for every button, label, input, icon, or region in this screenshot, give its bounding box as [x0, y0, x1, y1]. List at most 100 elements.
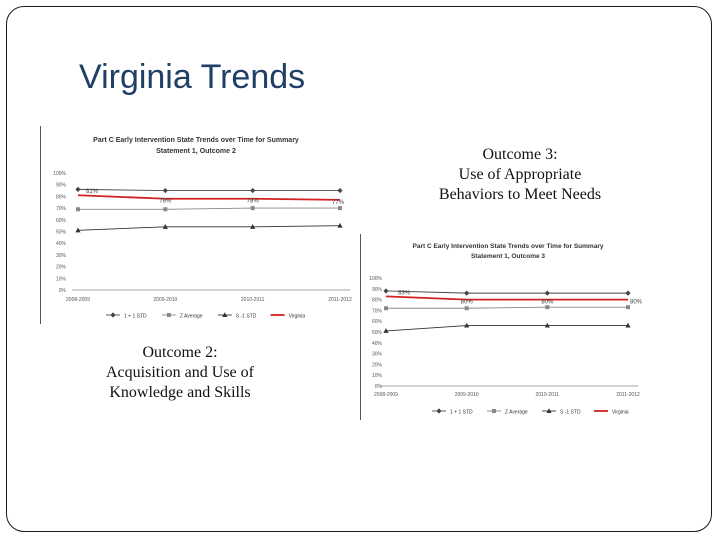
- data-label: 80%: [541, 300, 554, 306]
- data-point: [110, 312, 116, 318]
- slide-frame: [6, 6, 712, 532]
- y-tick-label: 30%: [56, 253, 67, 259]
- caption-outcome-2: Outcome 2: Acquisition and Use of Knowle…: [72, 343, 288, 403]
- data-point: [337, 222, 343, 228]
- legend-label: Z Average: [180, 314, 203, 320]
- line-chart: Part C Early Intervention State Trends o…: [360, 234, 650, 420]
- y-tick-label: 60%: [56, 218, 67, 224]
- data-point: [166, 313, 171, 317]
- data-point: [337, 187, 343, 194]
- y-tick-label: 80%: [372, 298, 383, 304]
- series-line: [78, 207, 340, 210]
- data-label: 78%: [247, 199, 260, 205]
- data-point: [546, 408, 552, 413]
- x-tick-label: 2011-2012: [328, 297, 352, 303]
- series-line: [385, 295, 628, 301]
- legend-label: S -1 STD: [236, 314, 257, 320]
- data-point: [626, 305, 630, 310]
- data-point: [544, 290, 550, 296]
- data-point: [464, 306, 469, 311]
- y-tick-label: 0%: [375, 384, 383, 390]
- y-tick-label: 20%: [372, 362, 383, 368]
- y-tick-label: 60%: [372, 319, 383, 325]
- x-tick-label: 2011-2012: [616, 392, 640, 398]
- legend-label: Virginia: [289, 314, 306, 320]
- x-tick-label: 2009-2010: [153, 297, 177, 303]
- chart-title: Statement 1, Outcome 2: [156, 148, 236, 155]
- data-point: [76, 207, 80, 212]
- data-point: [250, 206, 255, 211]
- x-tick-label: 2008-2009: [374, 392, 398, 398]
- data-point: [544, 322, 550, 328]
- data-label: 78%: [159, 199, 172, 205]
- line-chart: Part C Early Intervention State Trends o…: [40, 126, 352, 324]
- data-point: [250, 224, 256, 229]
- data-label: 81%: [86, 189, 99, 195]
- x-tick-label: 2009-2010: [455, 392, 479, 398]
- y-tick-label: 100%: [53, 171, 66, 177]
- x-tick-label: 2010-2011: [241, 297, 265, 303]
- data-label: 77%: [332, 200, 345, 206]
- data-point: [625, 322, 631, 328]
- caption-line: Outcome 2:: [142, 344, 218, 361]
- series-line: [385, 290, 628, 294]
- chart-outcome-3: Part C Early Intervention State Trends o…: [360, 234, 650, 420]
- x-tick-label: 2010-2011: [536, 392, 560, 398]
- y-tick-label: 20%: [56, 265, 67, 271]
- series-line: [386, 306, 628, 309]
- chart-background: [40, 126, 352, 324]
- data-point: [436, 408, 442, 414]
- data-point: [222, 312, 228, 317]
- legend-label: 1 + 1 STD: [450, 410, 473, 416]
- data-point: [625, 290, 631, 296]
- chart-title: Part C Early Intervention State Trends o…: [413, 243, 604, 250]
- data-label: 80%: [630, 300, 643, 306]
- data-point: [383, 288, 389, 294]
- series-line: [77, 194, 341, 201]
- y-tick-label: 70%: [56, 206, 67, 212]
- y-tick-label: 40%: [372, 341, 383, 347]
- data-point: [163, 207, 168, 212]
- caption-line: Use of Appropriate: [458, 166, 582, 183]
- data-point: [162, 224, 168, 229]
- data-point: [492, 409, 496, 413]
- data-point: [338, 206, 342, 211]
- data-point: [384, 306, 388, 311]
- y-tick-label: 80%: [56, 194, 67, 200]
- series-line: [77, 225, 341, 231]
- chart-title: Part C Early Intervention State Trends o…: [93, 137, 299, 144]
- slide-title: Virginia Trends: [79, 58, 306, 96]
- y-tick-label: 10%: [372, 373, 383, 379]
- chart-title: Statement 1, Outcome 3: [471, 253, 545, 260]
- series-line: [77, 188, 340, 192]
- data-point: [383, 328, 389, 333]
- y-tick-label: 70%: [372, 308, 383, 314]
- caption-line: Acquisition and Use of: [106, 364, 254, 381]
- legend-label: Virginia: [612, 410, 629, 416]
- legend-label: Z Average: [505, 410, 528, 416]
- data-point: [464, 290, 470, 296]
- legend-label: S -1 STD: [560, 410, 581, 416]
- chart-outcome-2: Part C Early Intervention State Trends o…: [40, 126, 352, 324]
- caption-line: Behaviors to Meet Needs: [438, 186, 602, 203]
- y-tick-label: 0%: [59, 288, 67, 294]
- y-tick-label: 100%: [369, 276, 382, 282]
- caption-line: Outcome 3:: [482, 146, 558, 163]
- y-tick-label: 10%: [56, 276, 67, 282]
- data-point: [464, 322, 470, 328]
- caption-outcome-3: Outcome 3: Use of Appropriate Behaviors …: [410, 145, 630, 205]
- caption-line: Knowledge and Skills: [109, 384, 251, 401]
- y-tick-label: 30%: [372, 352, 383, 358]
- series-line: [385, 325, 628, 332]
- y-tick-label: 50%: [56, 230, 67, 236]
- data-label: 80%: [461, 300, 474, 306]
- y-tick-label: 90%: [56, 183, 67, 189]
- chart-background: [360, 234, 650, 420]
- data-point: [162, 187, 168, 194]
- y-tick-label: 40%: [56, 241, 67, 247]
- data-point: [75, 227, 81, 233]
- data-point: [250, 187, 256, 194]
- legend-label: 1 + 1 STD: [124, 314, 147, 320]
- data-point: [545, 305, 550, 310]
- data-label: 83%: [398, 290, 411, 296]
